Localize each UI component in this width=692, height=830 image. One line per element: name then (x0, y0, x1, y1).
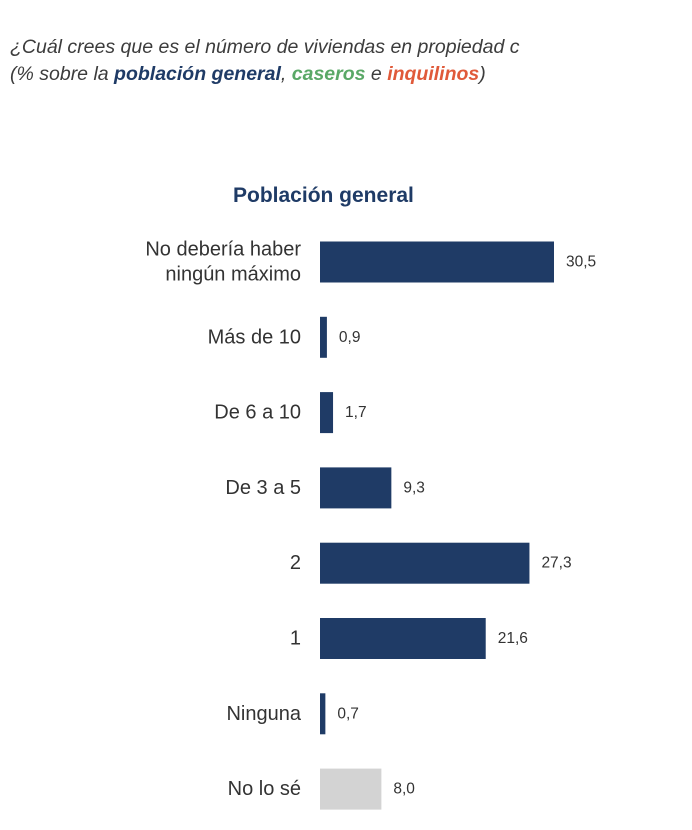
question-separator-2: e (365, 63, 388, 85)
bar-1 (320, 316, 327, 358)
value-label-6: 0,7 (337, 705, 359, 722)
bar-5 (320, 618, 486, 659)
bar-3 (320, 467, 392, 509)
category-label-6: Ninguna (226, 703, 301, 725)
category-label-2: De 6 a 10 (214, 402, 301, 424)
bar-2 (320, 392, 334, 434)
bar-7 (320, 768, 382, 810)
value-label-0: 30,5 (566, 254, 596, 271)
question-prefix: (% sobre la (10, 63, 115, 85)
group-general-population: población general (114, 63, 281, 85)
bar-6 (320, 693, 326, 735)
category-label-0-line-0: No debería haber (145, 239, 301, 261)
question-separator-1: , (280, 63, 292, 85)
value-label-4: 27,3 (541, 555, 571, 572)
question-line-1: ¿Cuál crees que es el número de vivienda… (10, 36, 520, 58)
value-label-3: 9,3 (403, 479, 425, 496)
category-label-5: 1 (290, 628, 301, 650)
category-label-0-line-1: ningún máximo (165, 264, 301, 286)
question-suffix: ) (479, 63, 486, 85)
value-label-2: 1,7 (345, 404, 367, 421)
value-label-7: 8,0 (393, 781, 415, 798)
bar-0 (320, 241, 554, 283)
value-label-5: 21,6 (498, 630, 528, 647)
category-label-1: Más de 10 (208, 326, 301, 348)
bar-chart: 30,5 No debería haber ningún máximo 0,9 Más … (145, 239, 596, 810)
question-line-2: (% sobre la población general, caseros e… (10, 61, 692, 88)
bar-4 (320, 542, 530, 584)
category-label-7: No lo sé (228, 778, 301, 800)
value-label-1: 0,9 (339, 329, 361, 346)
chart-title: Población general (233, 184, 414, 207)
group-tenants: inquilinos (387, 63, 480, 85)
survey-question: ¿Cuál crees que es el número de vivienda… (10, 34, 692, 88)
category-label-3: De 3 a 5 (225, 477, 301, 499)
group-landlords: caseros (291, 63, 366, 85)
category-label-4: 2 (290, 552, 301, 574)
